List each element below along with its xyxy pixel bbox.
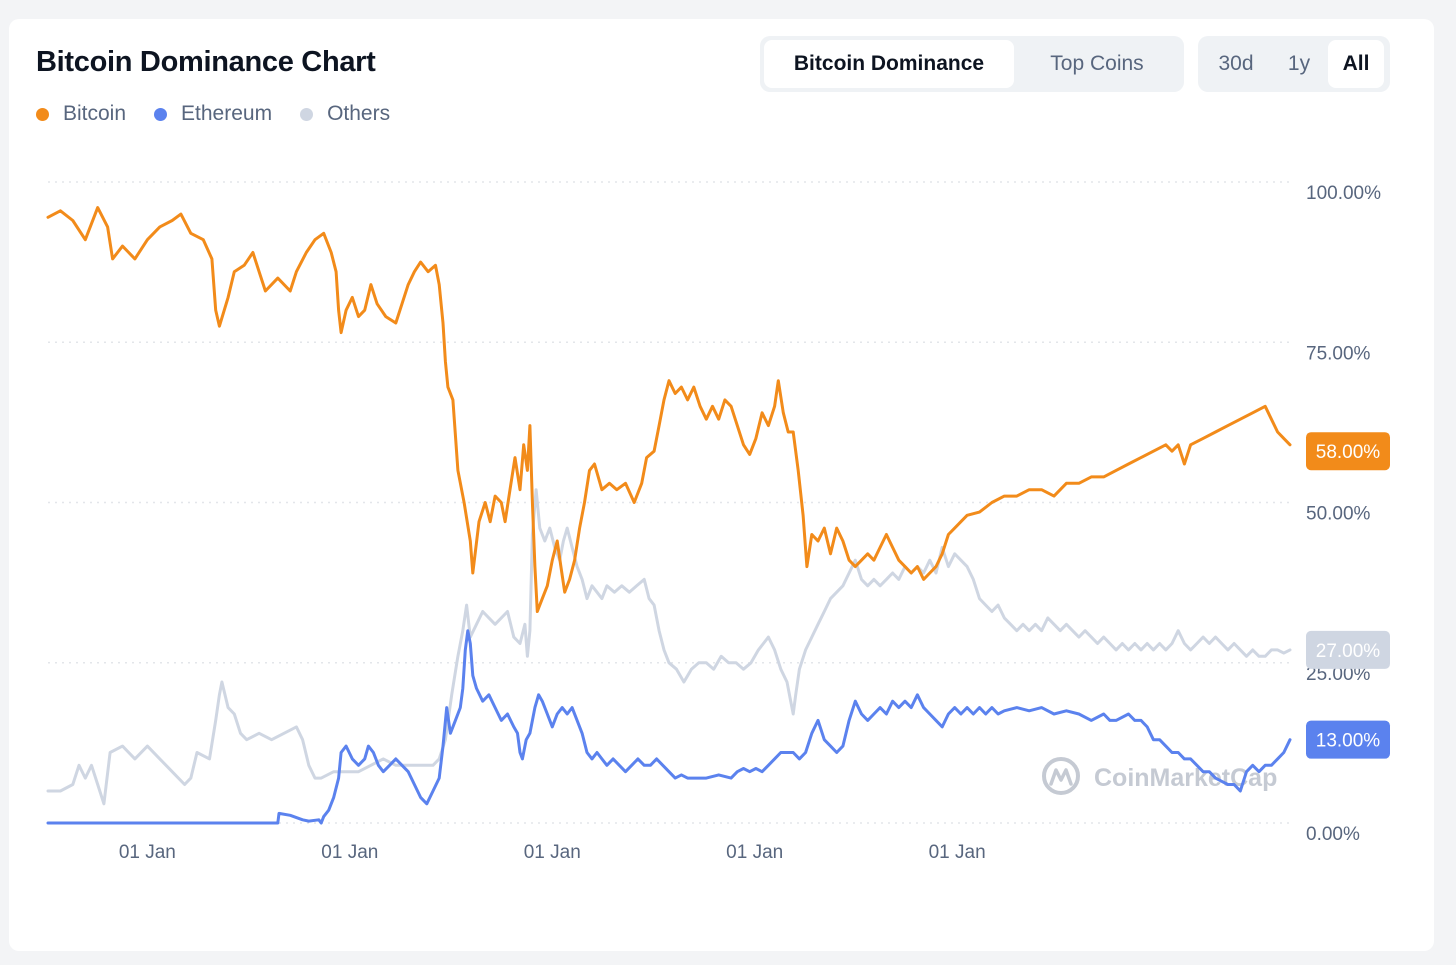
value-badge-others: 27.00%: [1306, 630, 1390, 669]
x-tick-label: 01 Jan: [321, 842, 378, 863]
series-lines: [46, 206, 1292, 825]
chart-grid: [48, 181, 1290, 824]
value-badge-text: 13.00%: [1316, 731, 1381, 752]
value-badge-bg: [1306, 630, 1390, 669]
coinmarketcap-logo-icon: [1042, 757, 1080, 795]
legend-item-ethereum[interactable]: Ethereum: [154, 102, 272, 126]
x-tick-label: 01 Jan: [929, 842, 986, 863]
legend-item-bitcoin[interactable]: Bitcoin: [36, 102, 126, 126]
y-axis-labels: 100.00% 75.00% 50.00% 25.00% 0.00%: [1306, 183, 1381, 845]
series-line-ethereum[interactable]: [46, 629, 1292, 825]
value-badge-bg: [1306, 720, 1390, 759]
tab-bitcoin-dominance[interactable]: Bitcoin Dominance: [764, 40, 1014, 88]
series-line-others[interactable]: [46, 488, 1292, 806]
y-tick-label: 100.00%: [1306, 183, 1381, 204]
x-axis-labels: 01 Jan 01 Jan 01 Jan 01 Jan 01 Jan: [119, 842, 986, 863]
legend-label-ethereum: Ethereum: [181, 102, 273, 125]
watermark-text: CoinMarketCap: [1094, 764, 1277, 792]
current-value-badges: 58.00% 27.00% 13.00%: [1306, 432, 1390, 759]
x-tick-label: 01 Jan: [524, 842, 581, 863]
y-tick-label: 25.00%: [1306, 664, 1371, 685]
value-badge-ethereum: 13.00%: [1306, 720, 1390, 759]
range-all-button[interactable]: All: [1328, 40, 1384, 88]
y-tick-label: 75.00%: [1306, 343, 1371, 364]
chart-legend: Bitcoin Ethereum Others: [36, 102, 418, 126]
ethereum-dot-icon: [154, 107, 168, 121]
chart-card: [9, 19, 1434, 951]
y-tick-label: 50.00%: [1306, 504, 1371, 525]
range-1y-button[interactable]: 1y: [1287, 52, 1311, 75]
series-line-bitcoin[interactable]: [46, 206, 1292, 613]
range-30d-button[interactable]: 30d: [1218, 52, 1254, 75]
value-badge-bg: [1306, 432, 1390, 471]
value-badge-bitcoin: 58.00%: [1306, 432, 1390, 471]
x-tick-label: 01 Jan: [119, 842, 176, 863]
legend-item-others[interactable]: Others: [300, 102, 390, 126]
page-title: Bitcoin Dominance Chart: [36, 46, 376, 78]
bitcoin-dot-icon: [36, 107, 49, 121]
value-badge-text: 27.00%: [1316, 641, 1381, 662]
tab-top-coins[interactable]: Top Coins: [1050, 52, 1144, 75]
legend-label-others: Others: [327, 102, 391, 125]
watermark: CoinMarketCap: [1042, 757, 1277, 795]
range-toggle: 30d 1y All: [1198, 36, 1390, 92]
legend-label-bitcoin: Bitcoin: [63, 102, 127, 125]
value-badge-text: 58.00%: [1316, 442, 1381, 463]
x-tick-label: 01 Jan: [726, 842, 783, 863]
others-dot-icon: [300, 107, 314, 121]
y-tick-label: 0.00%: [1306, 824, 1360, 845]
view-toggle: Bitcoin Dominance Top Coins: [760, 36, 1184, 92]
